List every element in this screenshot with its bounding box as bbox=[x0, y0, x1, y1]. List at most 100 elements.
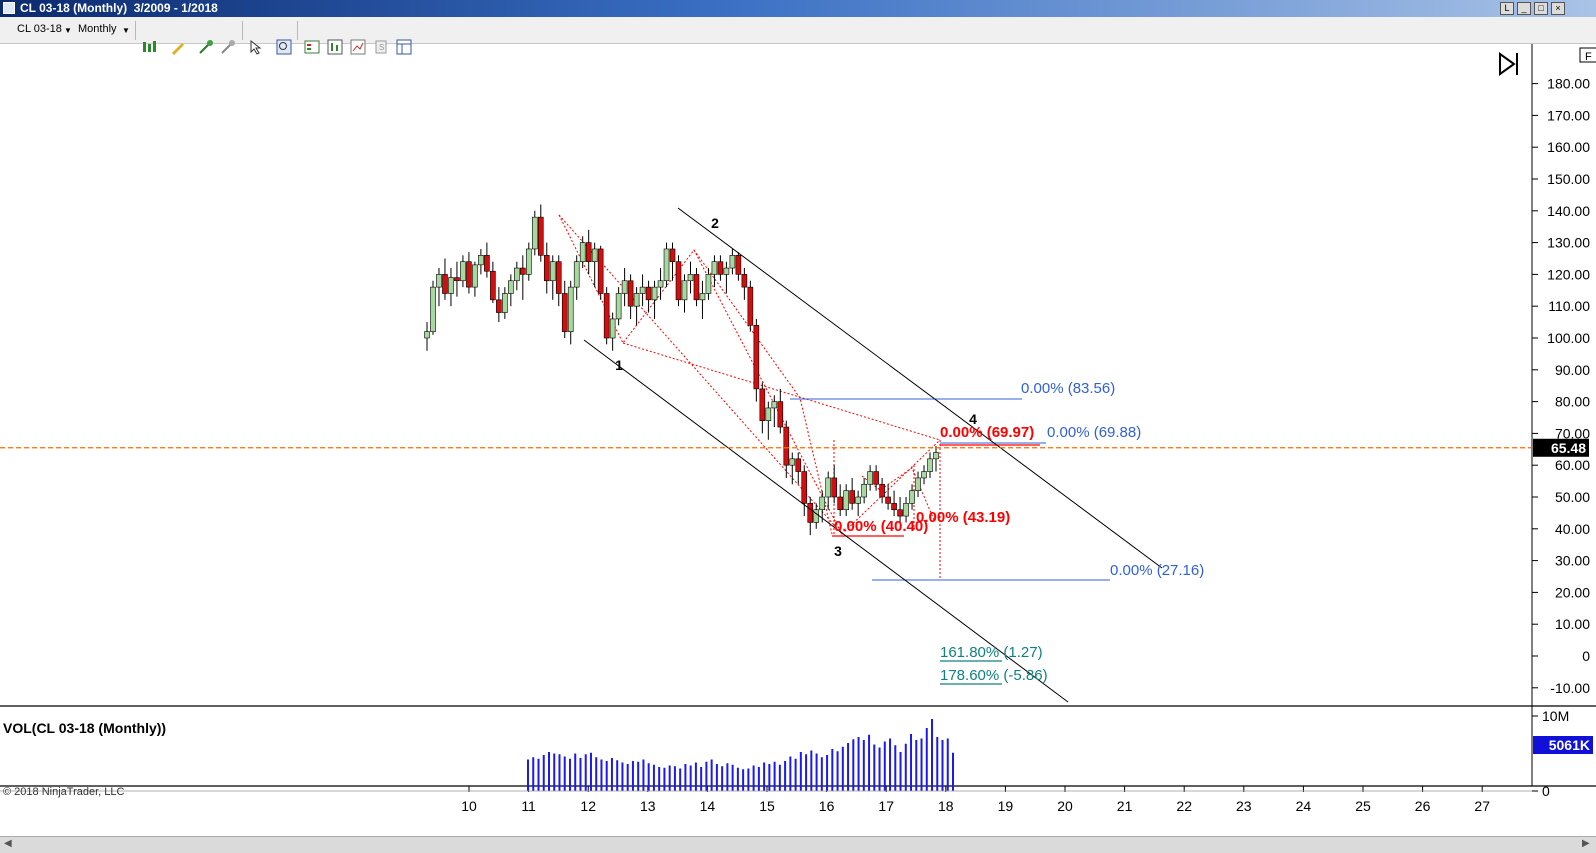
candle-body bbox=[897, 509, 903, 517]
candle-body bbox=[669, 248, 676, 262]
chart-properties-icon[interactable] bbox=[327, 39, 343, 55]
current-volume-marker bbox=[1533, 736, 1593, 754]
x-tick-label: 15 bbox=[759, 798, 775, 814]
candle-body bbox=[651, 286, 658, 301]
candle-body bbox=[579, 242, 586, 262]
candle-body bbox=[585, 242, 592, 262]
restore-button[interactable]: □ bbox=[1534, 2, 1548, 15]
toolbar-separator bbox=[297, 21, 298, 40]
candle-body bbox=[520, 267, 526, 275]
candle-body bbox=[861, 483, 867, 498]
fib-level-label: 0.00% (69.88) bbox=[1047, 424, 1141, 441]
fib-level-label: 0.00% (69.97) bbox=[940, 424, 1034, 441]
y-tick-label: 0 bbox=[1582, 648, 1590, 664]
link-button[interactable]: L bbox=[1500, 2, 1514, 15]
axis-menu-button[interactable] bbox=[1579, 47, 1596, 63]
x-tick-label: 13 bbox=[640, 798, 656, 814]
candle-body bbox=[430, 286, 436, 332]
candle-body bbox=[693, 274, 700, 301]
candle-body bbox=[454, 277, 460, 282]
y-tick-label: 20.00 bbox=[1555, 584, 1590, 600]
wave-label: 3 bbox=[834, 543, 842, 559]
close-button[interactable]: × bbox=[1551, 2, 1565, 15]
wave-label: 1 bbox=[615, 357, 623, 373]
scroll-left-icon[interactable]: ◀ bbox=[4, 838, 12, 849]
candle-body bbox=[921, 471, 927, 479]
y-tick-label: 90.00 bbox=[1555, 362, 1590, 378]
y-tick-label: 50.00 bbox=[1555, 489, 1590, 505]
indicator-icon[interactable] bbox=[198, 39, 214, 55]
price-chart[interactable]: F 180.00170.00160.00150.00140.00130.0012… bbox=[0, 44, 1596, 836]
fib-level-label: 161.80% (1.27) bbox=[940, 644, 1043, 661]
candle-body bbox=[531, 216, 538, 250]
current-volume-label: 5061K bbox=[1549, 737, 1590, 753]
candle-body bbox=[927, 458, 933, 472]
horizontal-scrollbar[interactable]: ◀ ▶ bbox=[0, 836, 1596, 853]
svg-text:S: S bbox=[379, 43, 384, 52]
cursor-icon[interactable] bbox=[248, 39, 264, 55]
candle-body bbox=[771, 401, 778, 409]
data-box-icon[interactable] bbox=[304, 39, 320, 55]
print-icon[interactable]: S bbox=[373, 39, 389, 55]
x-tick-label: 17 bbox=[878, 798, 894, 814]
x-tick-label: 25 bbox=[1355, 798, 1371, 814]
wave-pattern-line bbox=[693, 249, 833, 535]
bar-type-icon[interactable] bbox=[141, 39, 157, 55]
strategy-icon[interactable] bbox=[220, 39, 236, 55]
x-tick-label: 12 bbox=[580, 798, 596, 814]
instrument-dropdown-icon[interactable]: ▼ bbox=[64, 26, 72, 35]
drawing-pencil-icon[interactable] bbox=[170, 39, 186, 55]
candle-body bbox=[795, 458, 802, 472]
candle-body bbox=[855, 496, 861, 504]
candle-body bbox=[525, 248, 532, 275]
candle-body bbox=[502, 293, 508, 313]
interval-dropdown-icon[interactable]: ▼ bbox=[122, 26, 130, 35]
wave-pattern-line bbox=[558, 214, 843, 535]
candle-body bbox=[759, 388, 766, 421]
candle-body bbox=[801, 471, 808, 504]
candle-body bbox=[891, 503, 897, 511]
minimize-button[interactable]: _ bbox=[1517, 2, 1531, 15]
autoscroll-icon[interactable] bbox=[1499, 52, 1518, 76]
candle-body bbox=[645, 286, 652, 301]
candle-body bbox=[915, 477, 921, 491]
x-tick-label: 23 bbox=[1236, 798, 1252, 814]
interval-selector[interactable]: Monthly bbox=[78, 23, 117, 35]
y-tick-label: 160.00 bbox=[1547, 139, 1590, 155]
candle-body bbox=[537, 216, 544, 256]
x-tick-label: 27 bbox=[1474, 798, 1490, 814]
snapshot-icon[interactable] bbox=[350, 39, 366, 55]
axis-menu-icon[interactable]: F bbox=[1585, 51, 1592, 63]
candle-body bbox=[747, 286, 754, 326]
candle-body bbox=[831, 477, 838, 498]
x-tick-label: 21 bbox=[1117, 798, 1133, 814]
candle-body bbox=[819, 496, 826, 511]
wave-pattern-line bbox=[622, 342, 941, 441]
candle-body bbox=[639, 286, 646, 294]
current-price-label: 65.48 bbox=[1551, 440, 1586, 456]
candle-body bbox=[484, 255, 490, 272]
candle-body bbox=[621, 280, 628, 294]
template-icon[interactable] bbox=[396, 39, 412, 55]
x-tick-label: 14 bbox=[700, 798, 716, 814]
candle-body bbox=[837, 496, 843, 511]
candle-body bbox=[933, 452, 939, 460]
x-tick-label: 19 bbox=[998, 798, 1014, 814]
candle-body bbox=[442, 274, 448, 294]
candle-body bbox=[873, 471, 879, 485]
y-tick-label: 60.00 bbox=[1555, 457, 1590, 473]
zoom-icon[interactable] bbox=[276, 39, 292, 55]
candle-body bbox=[633, 293, 640, 307]
candle-body bbox=[490, 270, 496, 301]
candle-body bbox=[825, 477, 832, 498]
candle-body bbox=[567, 286, 574, 332]
channel-lower-line bbox=[583, 339, 1069, 703]
instrument-selector[interactable]: CL 03-18 bbox=[17, 23, 62, 35]
candle-body bbox=[609, 318, 616, 339]
y-tick-label: -10.00 bbox=[1550, 680, 1590, 696]
candle-body bbox=[885, 496, 891, 504]
scroll-right-icon[interactable]: ▶ bbox=[1582, 838, 1590, 849]
candle-body bbox=[573, 261, 580, 288]
y-tick-label: 100.00 bbox=[1547, 330, 1590, 346]
candle-body bbox=[849, 490, 855, 504]
